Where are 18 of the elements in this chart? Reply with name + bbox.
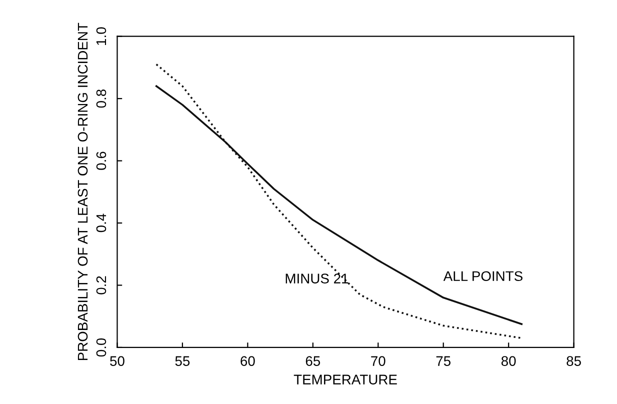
x-tick-label: 85 <box>566 356 581 366</box>
x-tick-label: 70 <box>371 356 386 366</box>
y-axis-title: PROBABILITY OF AT LEAST ONE O-RING INCIDENT <box>78 22 88 360</box>
x-tick-label: 50 <box>110 356 124 366</box>
y-tick-label: 1.0 <box>96 27 106 45</box>
y-tick-label: 0.4 <box>96 214 106 232</box>
x-tick-label: 80 <box>501 356 516 366</box>
x-tick-label: 75 <box>436 356 450 366</box>
series-label: MINUS 21 <box>286 274 348 284</box>
x-tick-label: 65 <box>306 356 320 366</box>
series-label: ALL POINTS <box>443 271 522 282</box>
y-tick-label: 0.8 <box>96 90 106 108</box>
y-tick-label: 0.0 <box>96 338 106 357</box>
x-axis-title: TEMPERATURE <box>294 374 397 384</box>
x-tick-label: 60 <box>240 356 255 366</box>
y-tick-label: 0.2 <box>96 276 106 294</box>
x-tick-label: 55 <box>175 356 190 366</box>
y-tick-label: 0.6 <box>96 152 106 170</box>
